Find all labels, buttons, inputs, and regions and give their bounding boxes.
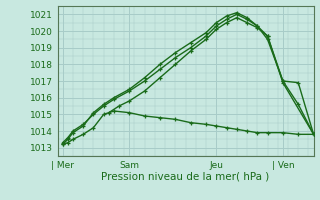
X-axis label: Pression niveau de la mer( hPa ): Pression niveau de la mer( hPa ): [101, 171, 270, 181]
